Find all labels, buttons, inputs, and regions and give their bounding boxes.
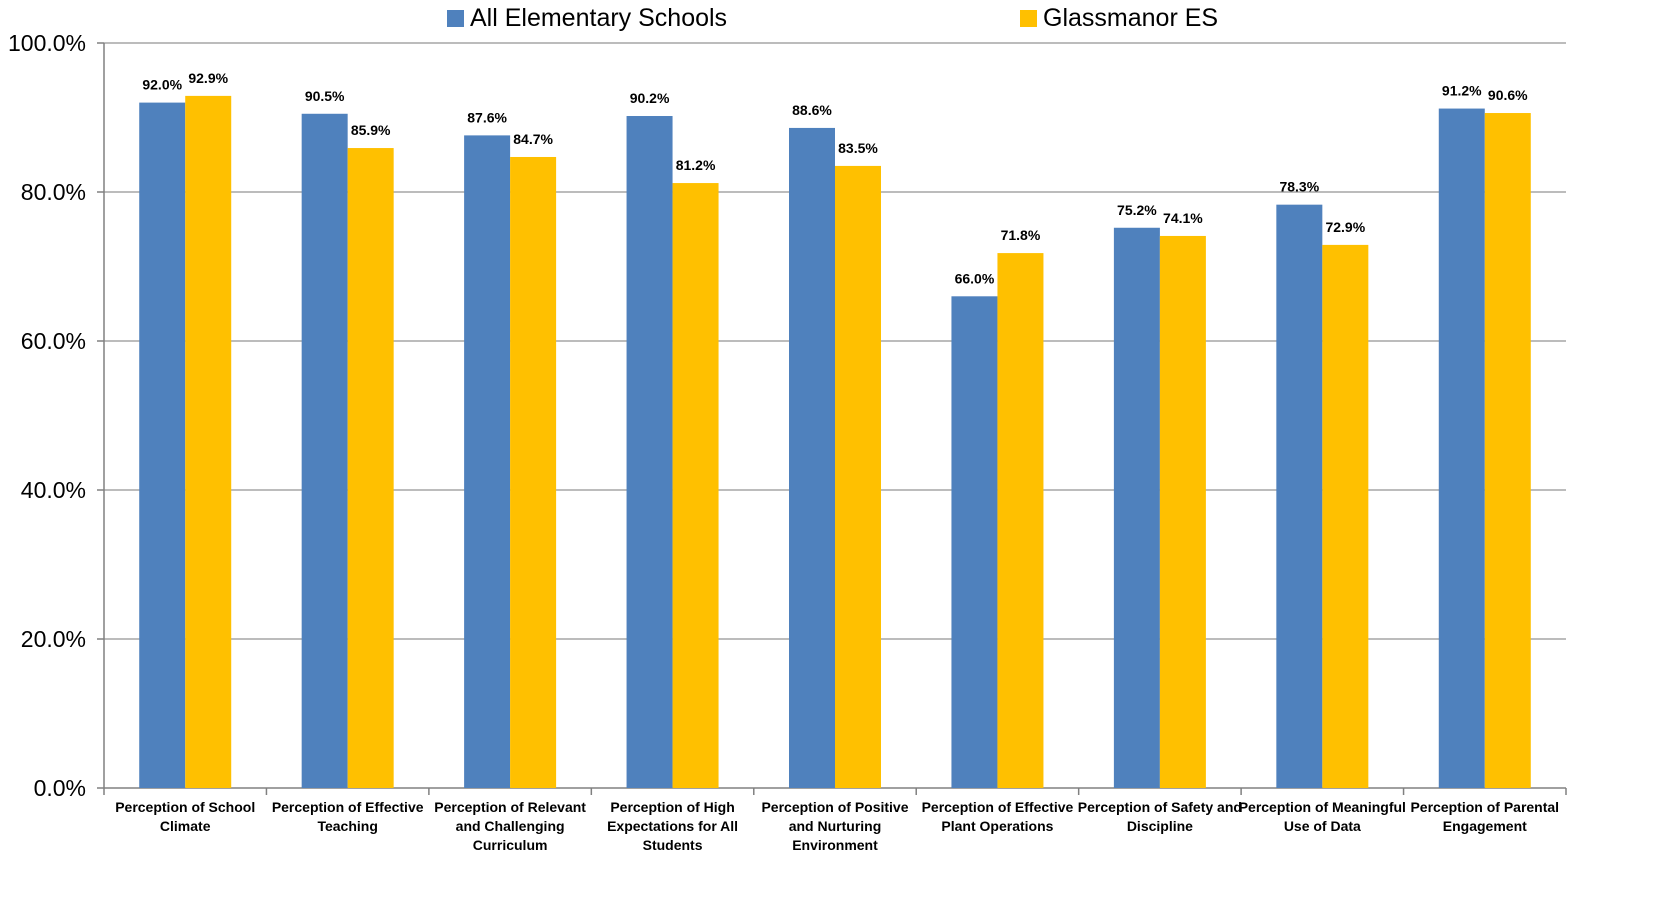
y-tick-label: 60.0% [21,328,86,354]
category-label: Perception of Parental [1410,799,1559,815]
y-tick-label: 80.0% [21,179,86,205]
data-label: 84.7% [513,131,553,147]
category-label: Perception of Relevant [434,799,586,815]
data-label: 90.2% [630,90,670,106]
data-label: 75.2% [1117,202,1157,218]
y-tick-label: 0.0% [34,775,86,801]
data-label: 88.6% [792,102,832,118]
legend-item-glassmanor-es: Glassmanor ES [1020,4,1218,33]
category-label: Plant Operations [941,818,1053,834]
category-label: and Nurturing [789,818,882,834]
y-tick-label: 100.0% [8,30,86,56]
bar [1159,235,1206,788]
category-label: Engagement [1443,818,1527,834]
category-label: Perception of Positive [761,799,908,815]
bar [1484,113,1531,788]
bar [1113,227,1160,788]
legend: All Elementary Schools Glassmanor ES [0,4,1679,34]
data-label: 90.6% [1488,87,1528,103]
category-label: Perception of Effective [272,799,424,815]
category-label: Climate [160,818,211,834]
data-label: 87.6% [467,109,507,125]
category-label: Environment [792,837,878,853]
bar [185,95,232,788]
category-label: Perception of Effective [922,799,1074,815]
category-label: and Challenging [456,818,565,834]
category-label: Perception of High [610,799,734,815]
category-label: Discipline [1127,818,1193,834]
category-label: Curriculum [473,837,548,853]
bar [510,156,557,789]
bar [626,116,673,788]
bar [464,135,511,788]
data-label: 81.2% [676,157,716,173]
y-tick-label: 40.0% [21,477,86,503]
bar [997,253,1044,789]
category-label: Perception of School [115,799,255,815]
y-tick-label: 20.0% [21,626,86,652]
category-label: Use of Data [1284,818,1361,834]
bar [789,127,835,789]
category-label: Students [643,837,703,853]
data-label: 78.3% [1279,179,1319,195]
data-label: 71.8% [1001,227,1041,243]
bar [139,102,186,789]
data-label: 83.5% [838,140,878,156]
bar [672,183,719,788]
category-label: Perception of Meaningful [1239,799,1406,815]
category-label: Expectations for All [607,818,738,834]
bar [835,165,881,789]
data-label: 72.9% [1325,219,1365,235]
bar [1322,244,1369,788]
bar [301,113,348,788]
data-label: 85.9% [351,122,391,138]
data-label: 66.0% [955,270,995,286]
legend-label-all-elementary-schools: All Elementary Schools [470,4,728,32]
data-label: 92.9% [188,70,228,86]
bar [347,148,394,789]
data-label: 92.0% [142,77,182,93]
bar [1276,204,1323,789]
legend-swatch-all-elementary-schools [447,10,464,27]
legend-swatch-glassmanor-es [1020,10,1037,27]
category-label: Teaching [317,818,377,834]
bar [1438,108,1485,788]
bar [951,296,998,788]
data-label: 91.2% [1442,83,1482,99]
data-label: 90.5% [305,88,345,104]
data-label: 74.1% [1163,210,1203,226]
legend-item-all-elementary-schools: All Elementary Schools [447,4,727,33]
legend-label-glassmanor-es: Glassmanor ES [1043,4,1219,32]
category-label: Perception of Safety and [1078,799,1242,815]
